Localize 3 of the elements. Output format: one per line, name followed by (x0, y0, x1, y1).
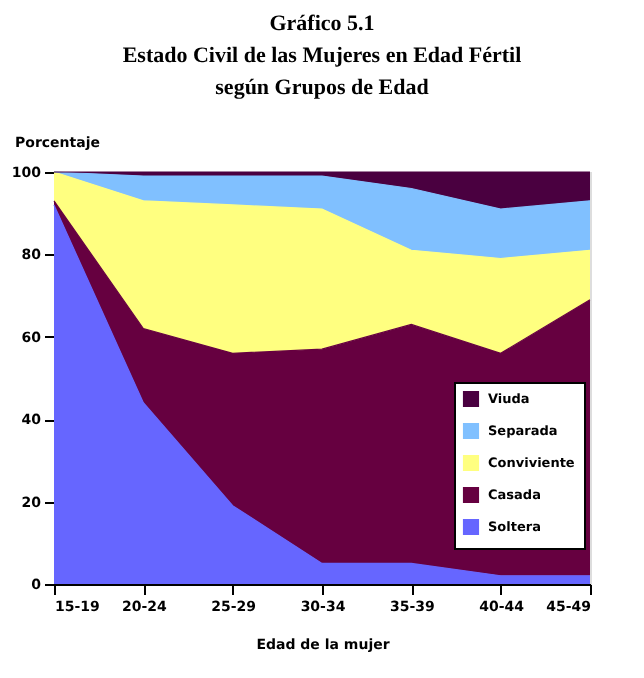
text: Estado Civil de las Mujeres en Edad Fértil (122, 44, 522, 68)
text: Gráfico 5.1 (269, 12, 375, 36)
text: según Grupos de Edad (215, 76, 429, 100)
